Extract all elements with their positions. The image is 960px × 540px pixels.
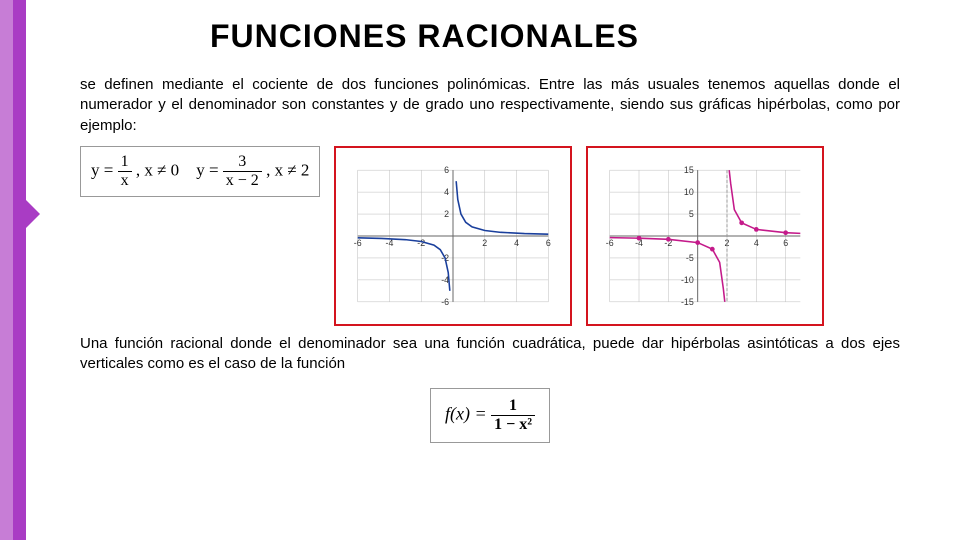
svg-text:4: 4 (445, 187, 450, 197)
svg-text:2: 2 (445, 209, 450, 219)
svg-text:-6: -6 (606, 238, 614, 248)
center-formula: f(x) = 1 1 − x² (430, 388, 550, 443)
slide-title: FUNCIONES RACIONALES (210, 18, 920, 55)
svg-text:5: 5 (689, 209, 694, 219)
formula1-frac: 1 x (118, 153, 132, 190)
slide-content: FUNCIONES RACIONALES se definen mediante… (60, 18, 920, 443)
svg-text:6: 6 (784, 238, 789, 248)
svg-text:-6: -6 (442, 297, 450, 307)
chart-1: -6-4-2246-6-4-2246 (340, 152, 566, 320)
formula2-lhs: y = (196, 160, 218, 179)
chart-2-frame: -6-4-2246-15-10-551015 (586, 146, 824, 326)
formula2-cond: , x ≠ 2 (266, 160, 309, 179)
svg-text:10: 10 (684, 187, 694, 197)
svg-text:-15: -15 (681, 297, 694, 307)
svg-text:4: 4 (514, 238, 519, 248)
formula1-cond: , x ≠ 0 (136, 160, 179, 179)
svg-text:4: 4 (754, 238, 759, 248)
svg-text:-5: -5 (686, 253, 694, 263)
svg-text:2: 2 (483, 238, 488, 248)
formula2-frac: 3 x − 2 (223, 153, 262, 190)
chart-1-frame: -6-4-2246-6-4-2246 (334, 146, 572, 326)
svg-text:6: 6 (546, 238, 551, 248)
formula1-lhs: y = (91, 160, 113, 179)
svg-text:-10: -10 (681, 275, 694, 285)
svg-text:15: 15 (684, 165, 694, 175)
formula3-lhs: f(x) = (445, 404, 487, 424)
svg-text:6: 6 (445, 165, 450, 175)
formula3-frac: 1 1 − x² (491, 397, 535, 434)
center-formula-wrap: f(x) = 1 1 − x² (60, 388, 920, 443)
paragraph-2: Una función racional donde el denominado… (80, 334, 900, 375)
chart-2: -6-4-2246-15-10-551015 (592, 152, 818, 320)
paragraph-1: se definen mediante el cociente de dos f… (80, 75, 900, 136)
formula-and-charts-row: y = 1 x , x ≠ 0 y = 3 x − 2 , x ≠ 2 -6-4… (80, 146, 900, 326)
svg-text:-6: -6 (354, 238, 362, 248)
side-accent-bar (0, 0, 26, 540)
inline-formulas: y = 1 x , x ≠ 0 y = 3 x − 2 , x ≠ 2 (80, 146, 320, 197)
